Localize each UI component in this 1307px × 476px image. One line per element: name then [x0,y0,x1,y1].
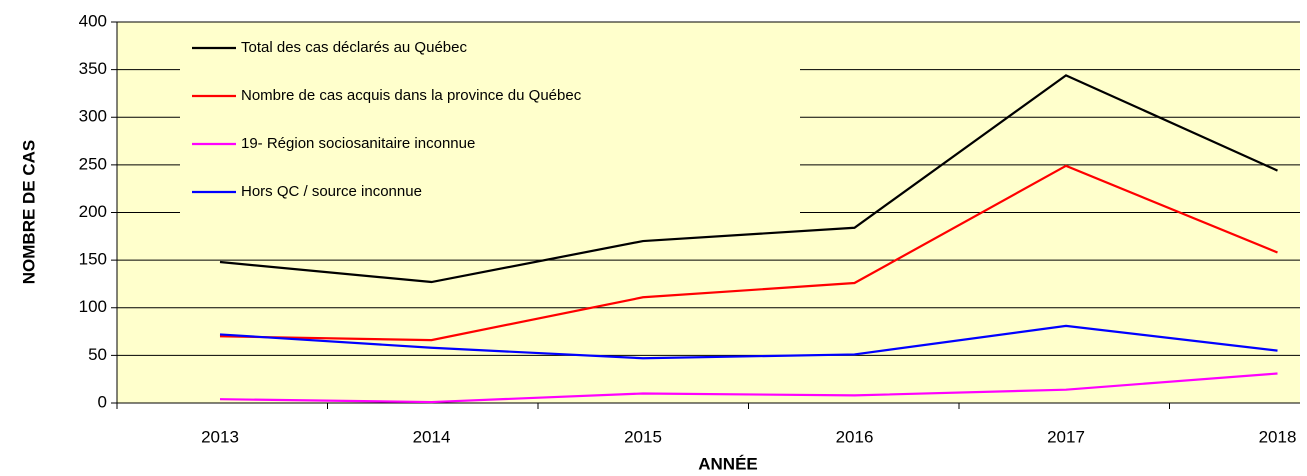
y-tick-label: 300 [79,107,107,126]
legend-label: Nombre de cas acquis dans la province du… [241,87,582,104]
series-line [219,74,1278,284]
y-tick-label: 400 [79,11,107,30]
x-tick-label: 2013 [201,427,239,446]
x-tick-label: 2015 [624,427,662,446]
series-line [219,324,1278,360]
legend-label: Hors QC / source inconnue [241,183,422,200]
series-line [219,372,1278,404]
x-tick-label: 2016 [836,427,874,446]
y-tick-label: 250 [79,154,107,173]
y-tick-label: 100 [79,297,107,316]
y-tick-label: 350 [79,59,107,78]
series-line [219,164,1278,342]
y-tick-label: 150 [79,250,107,269]
y-tick-label: 0 [98,392,107,411]
y-tick-label: 200 [79,202,107,221]
legend-label: 19- Région sociosanitaire inconnue [241,135,475,152]
x-axis-title: ANNÉE [698,454,758,473]
legend [180,28,800,218]
y-axis-title: NOMBRE DE CAS [19,140,38,285]
x-tick-label: 2018 [1259,427,1297,446]
legend-label: Total des cas déclarés au Québec [241,39,467,56]
x-tick-label: 2014 [413,427,451,446]
y-tick-label: 50 [88,345,107,364]
x-tick-label: 2017 [1047,427,1085,446]
